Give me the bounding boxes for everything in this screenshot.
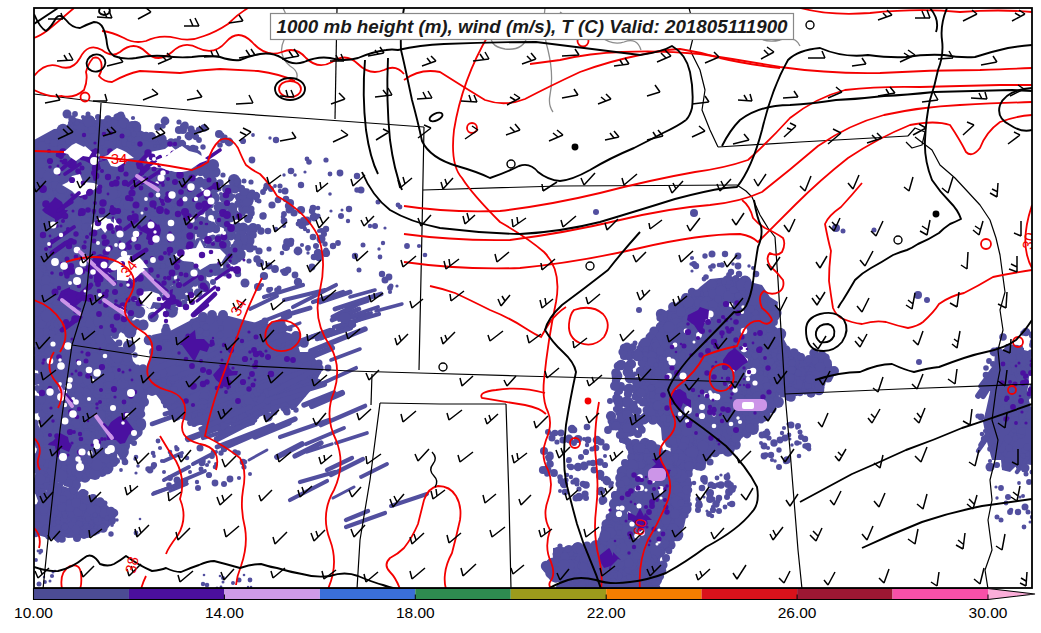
svg-text:1000 mb height (m), wind (m/s): 1000 mb height (m), wind (m/s), T (C) Va… xyxy=(276,16,788,37)
svg-text:30.00: 30.00 xyxy=(969,604,1008,621)
svg-text:10.00: 10.00 xyxy=(14,604,53,621)
svg-text:34: 34 xyxy=(111,150,128,167)
svg-text:60: 60 xyxy=(630,517,650,536)
svg-text:26.00: 26.00 xyxy=(778,604,817,621)
svg-text:18.00: 18.00 xyxy=(396,604,435,621)
svg-text:22.00: 22.00 xyxy=(587,604,626,621)
svg-text:14.00: 14.00 xyxy=(205,604,244,621)
svg-text:38: 38 xyxy=(122,555,142,575)
